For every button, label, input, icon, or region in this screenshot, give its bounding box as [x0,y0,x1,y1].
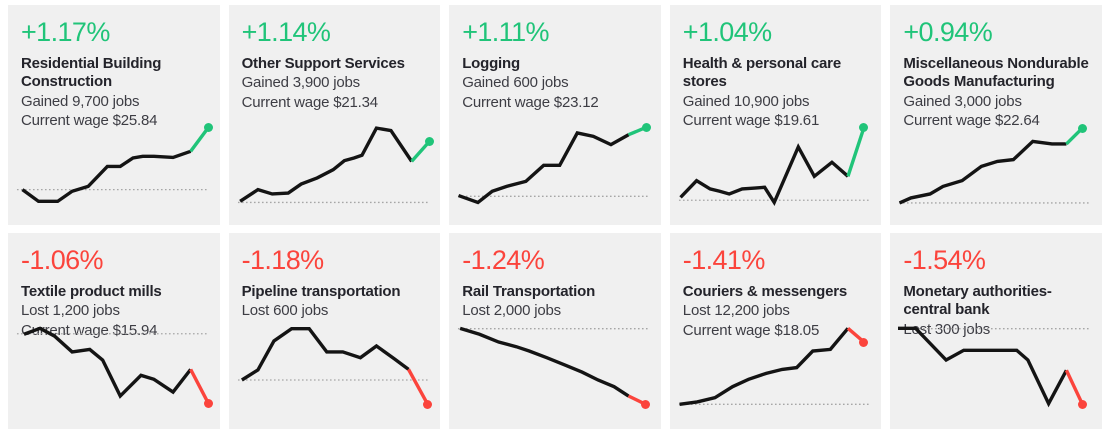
industry-card: +1.04% Health & personal care stores Gaine… [669,5,882,225]
industry-title: Logging [462,55,520,72]
sparkline-chart [678,118,874,208]
percent-change-label: +1.04% [682,17,772,47]
percent-change-label: +1.17% [21,17,110,47]
current-wage-text: Current wage $18.05 [682,321,820,339]
percent-change-label: -1.24% [462,245,545,275]
sparkline-chart [678,326,874,416]
sparkline-endpoint-dot [422,399,432,409]
jobs-change-text: Gained 3,900 jobs [241,74,361,92]
sparkline-chart [16,326,213,416]
sparkline-chart [16,118,213,208]
industry-title: Rail Transportation [462,283,596,300]
industry-title: Pipeline transportation [241,283,401,300]
jobs-change-text: Lost 1,200 jobs [21,302,120,320]
sparkline-line [460,328,628,396]
industry-title: Residential Building Construction [21,55,162,91]
industry-card: -1.54% Monetary authorities-central bank L… [890,233,1102,429]
percent-change-label: -1.54% [903,245,986,275]
jobs-change-text: Gained 10,900 jobs [682,92,810,110]
sparkline-line [680,147,847,202]
percent-change-label: +1.11% [462,17,549,47]
sparkline-endpoint-dot [1078,123,1088,133]
percent-change-label: -1.18% [241,245,325,275]
industry-card: +1.14% Other Support Services Gained 3,900… [228,5,441,225]
sparkline-endpoint-dot [203,399,213,409]
jobs-change-text: Lost 12,200 jobs [682,302,790,320]
sparkline-line [24,328,191,396]
sparkline-line [22,151,190,201]
industry-card: +0.94% Miscellaneous Nondurable Goods Man… [890,5,1102,225]
current-wage-text: Current wage $22.64 [903,112,1040,130]
sparkline-line [240,128,412,201]
industry-card: +1.17% Residential Building Construction G… [8,5,220,225]
industry-card: -1.24% Rail Transportation Lost 2,000 jobs [449,233,661,429]
industry-card: -1.41% Couriers & messengers Lost 12,200 j… [669,233,882,429]
industry-card: +1.11% Logging Gained 600 jobs Current wage… [449,5,661,225]
jobs-change-text: Gained 9,700 jobs [21,92,140,110]
percent-change-label: +0.94% [903,17,993,47]
sparkline-endpoint-dot [641,122,651,132]
sparkline-tail [191,369,209,403]
jobs-change-text: Lost 300 jobs [903,320,991,338]
sparkline-endpoint-dot [203,122,213,132]
sparkline-line [241,329,408,380]
sparkline-chart [898,326,1094,416]
sparkline-endpoint-dot [424,136,434,146]
percent-change-label: -1.06% [21,245,104,275]
sparkline-chart [457,326,653,416]
sparkline-endpoint-dot [859,122,869,132]
industry-card: -1.18% Pipeline transportation Lost 600 jo… [228,233,441,429]
percent-change-label: +1.14% [241,17,331,47]
sparkline-endpoint-dot [859,337,869,347]
current-wage-text: Current wage $23.12 [462,93,599,111]
industry-title: Monetary authorities-central bank [903,283,1052,319]
jobs-change-text: Gained 600 jobs [462,74,569,92]
industry-title: Other Support Services [241,55,405,72]
sparkline-chart [457,118,653,208]
jobs-change-text: Gained 3,000 jobs [903,92,1022,110]
sparkline-tail [848,127,864,176]
industry-title: Miscellaneous Nondurable Goods Manufactu… [903,55,1089,91]
current-wage-text: Current wage $25.84 [21,112,158,130]
percent-change-label: -1.41% [682,245,766,275]
current-wage-text: Current wage $19.61 [682,112,820,130]
industry-title: Couriers & messengers [682,283,848,300]
sparkline-line [459,133,629,202]
cards-grid: +1.17% Residential Building Construction G… [8,5,1102,429]
industry-card: -1.06% Textile product mills Lost 1,200 jo… [8,233,220,429]
sparkline-endpoint-dot [1078,399,1088,409]
sparkline-line [679,328,847,404]
sparkline-line [900,141,1067,203]
current-wage-text: Current wage $21.34 [241,93,378,111]
sparkline-tail [408,369,427,404]
sparkline-endpoint-dot [641,399,651,409]
jobs-change-text: Lost 600 jobs [241,302,329,320]
jobs-change-text: Lost 2,000 jobs [462,302,561,320]
sparkline-chart [898,118,1094,208]
sparkline-tail [1067,370,1083,404]
industry-title: Textile product mills [21,283,162,300]
sparkline-chart [237,326,433,416]
sparkline-chart [237,118,434,208]
industry-title: Health & personal care stores [682,55,841,91]
sparkline-line [898,328,1066,403]
